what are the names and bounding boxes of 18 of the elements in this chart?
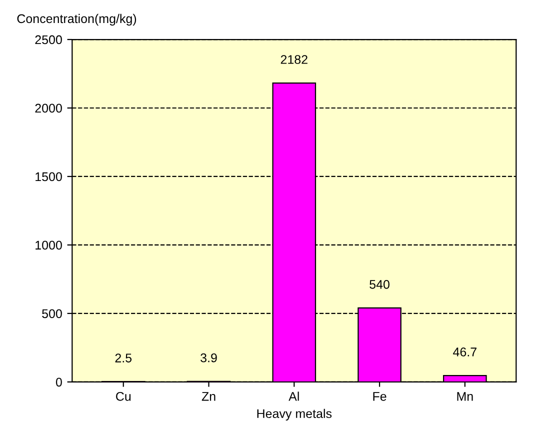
data-label: 3.9 — [200, 353, 217, 362]
y-tick-label: 0 — [56, 378, 62, 387]
x-tick-label: Al — [288, 392, 299, 401]
y-tick-label: 500 — [42, 309, 62, 318]
y-tick-label: 1000 — [36, 240, 62, 250]
data-label: 46.7 — [453, 348, 476, 356]
data-label: 2182 — [280, 55, 308, 64]
x-tick-label: Cu — [116, 392, 131, 401]
y-tick-label: 1500 — [36, 172, 62, 182]
x-tick-label: Mn — [457, 392, 473, 401]
x-axis-title: Heavy metals — [257, 408, 332, 421]
x-tick-label: Zn — [202, 392, 216, 401]
data-label: 2.5 — [115, 354, 132, 362]
data-label: 540 — [370, 280, 390, 289]
x-tick-label: Fe — [373, 392, 386, 401]
y-axis-title: Concentration(mg/kg) — [17, 14, 136, 26]
y-tick-label: 2000 — [35, 104, 62, 113]
y-tick-label: 2500 — [35, 35, 62, 44]
